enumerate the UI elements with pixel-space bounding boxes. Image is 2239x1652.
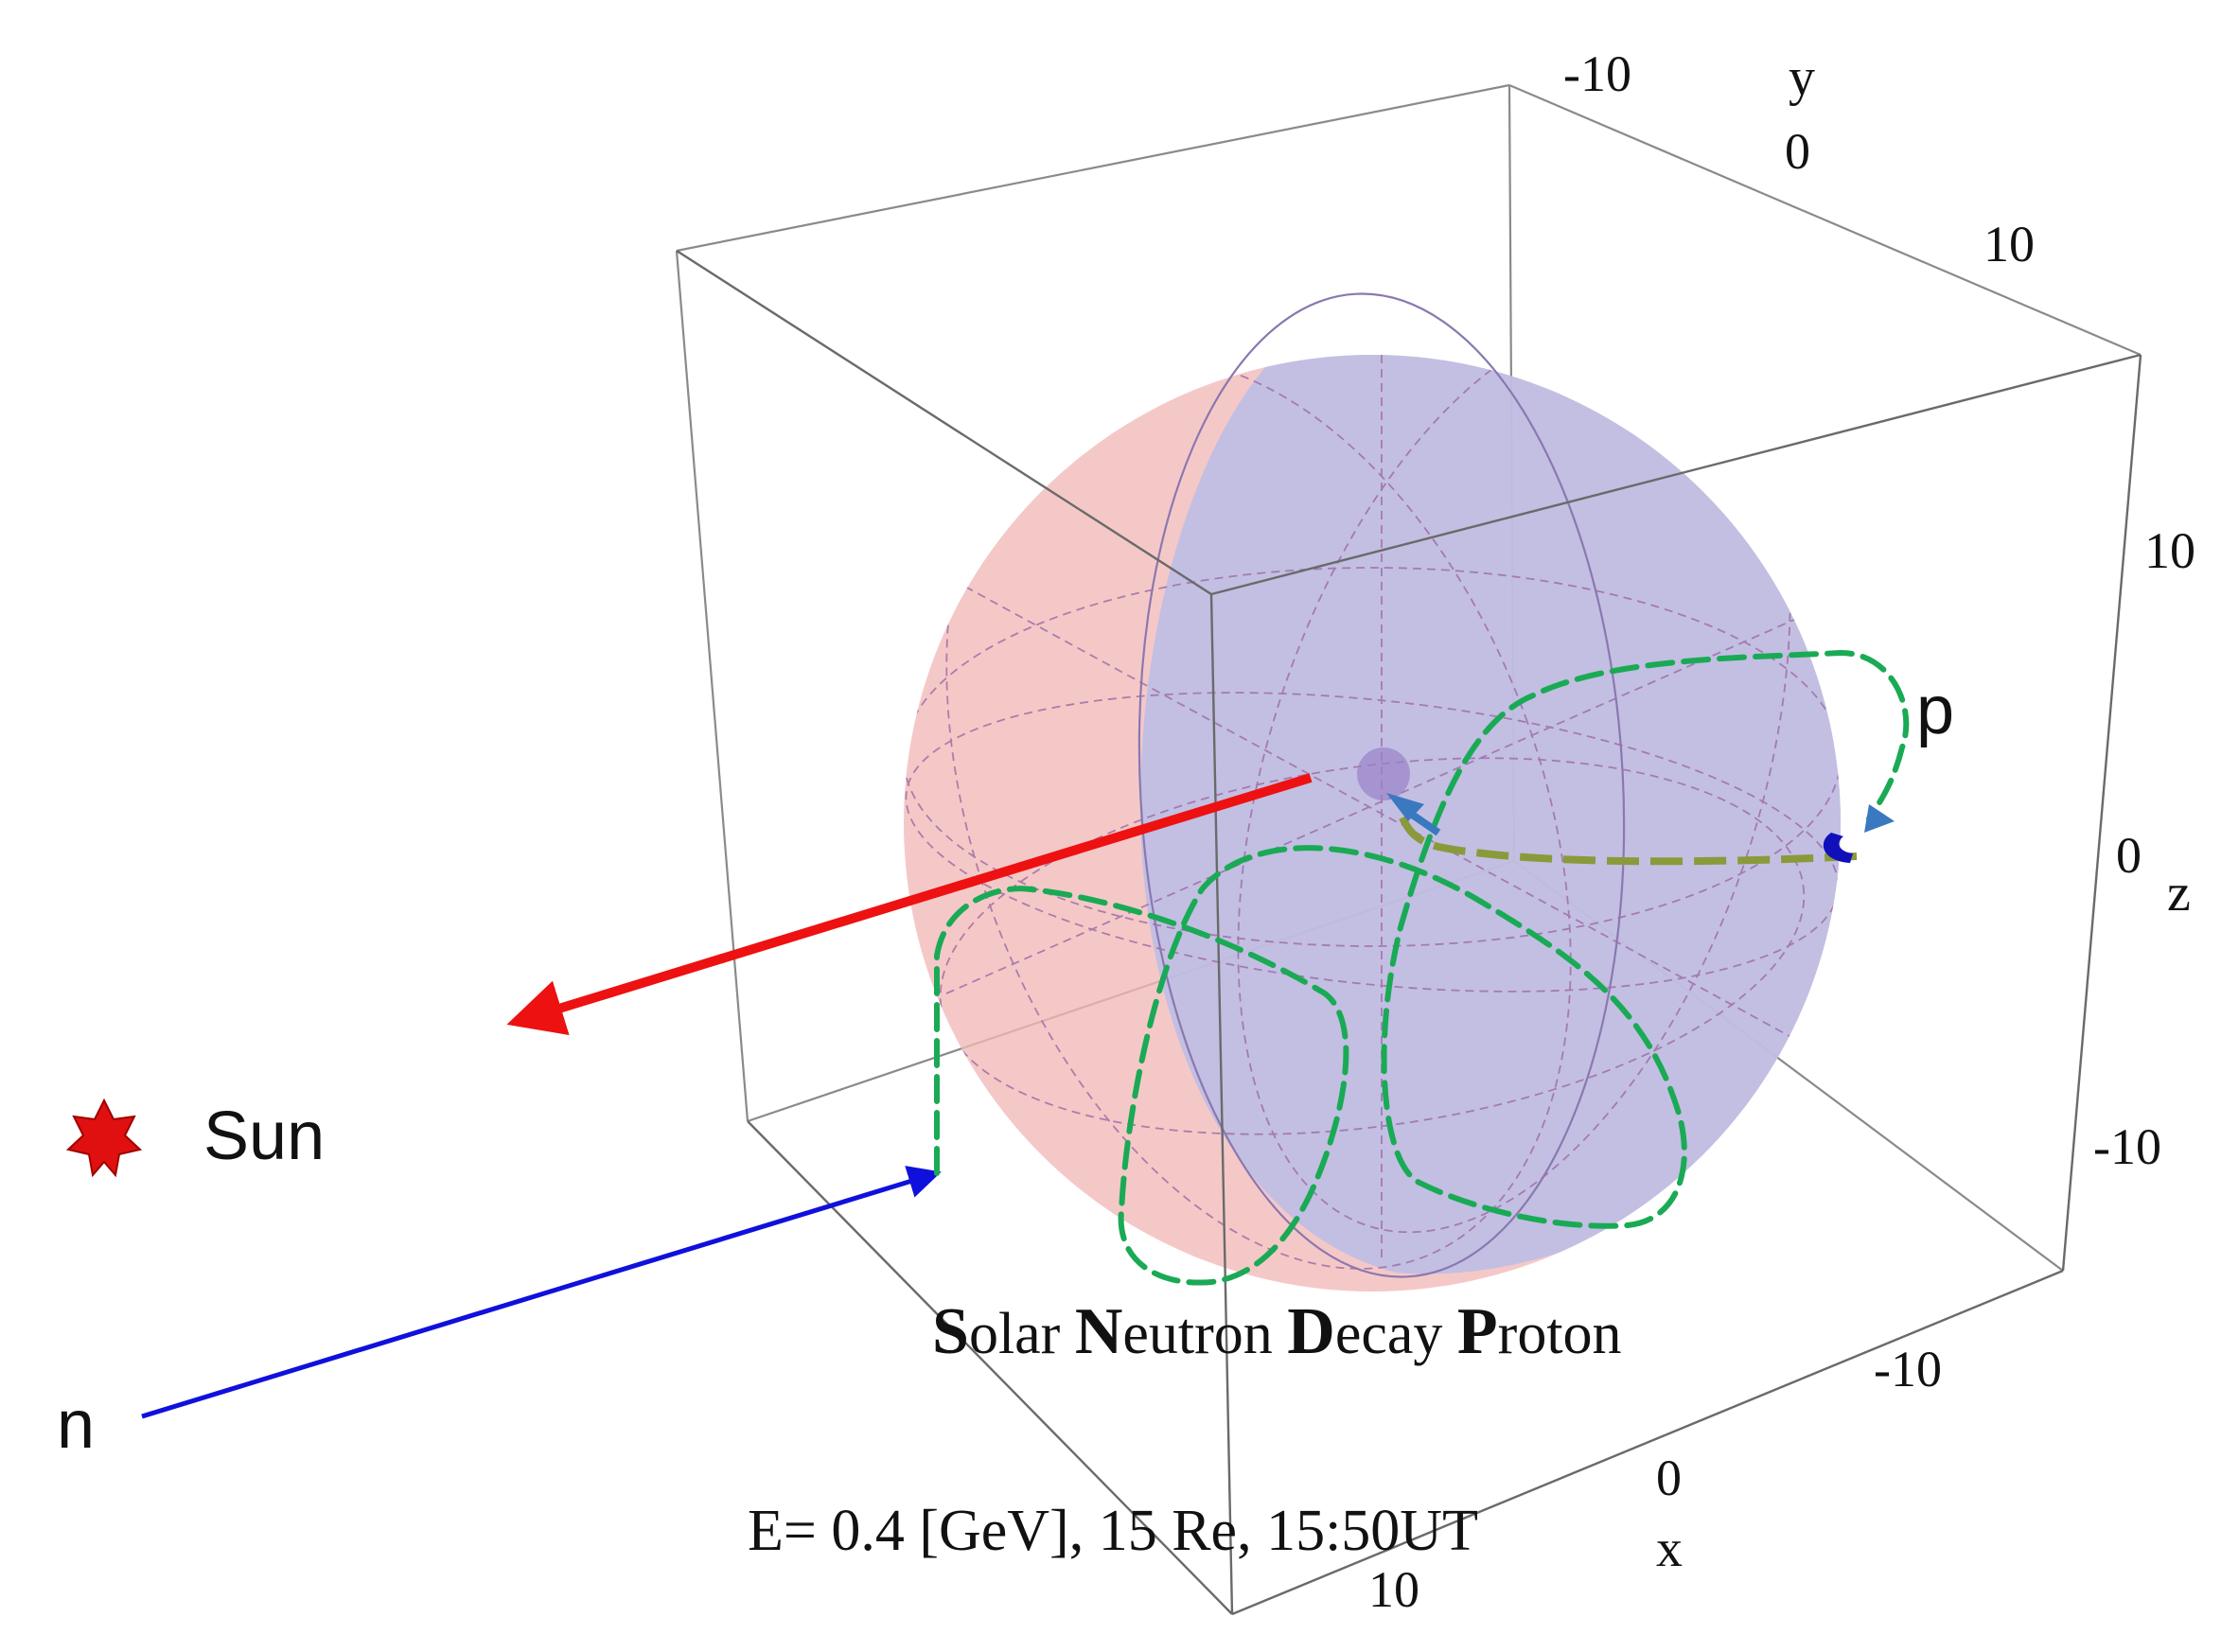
caption-initial-d: D <box>1287 1295 1335 1368</box>
caption-rest-n: eutron <box>1122 1302 1287 1366</box>
decay-track <box>1397 812 1858 866</box>
x-axis-label: x <box>1656 1520 1683 1578</box>
x-tick-10: 10 <box>1368 1561 1419 1618</box>
y-axis-label: y <box>1789 48 1815 107</box>
proton-label: p <box>1916 673 1954 748</box>
small-arrow-p <box>1864 804 1895 833</box>
z-tick-neg10: -10 <box>2093 1118 2161 1175</box>
caption-initial-s: S <box>932 1295 969 1368</box>
x-tick-0: 0 <box>1656 1450 1682 1506</box>
z-tick-0: 0 <box>2116 827 2142 884</box>
z-tick-10: 10 <box>2144 522 2195 579</box>
y-tick-10: 10 <box>1983 216 2035 272</box>
caption-initial-n: N <box>1075 1295 1123 1368</box>
x-tick-neg10: -10 <box>1874 1341 1942 1397</box>
caption-rest-d: ecay <box>1335 1302 1457 1366</box>
bounding-box-front <box>676 249 2142 1616</box>
neutron-arrow <box>141 1166 942 1419</box>
z-axis-label: z <box>2167 864 2191 923</box>
caption-subtitle: E= 0.4 [GeV], 15 Re, 15:50UT <box>748 1499 1478 1563</box>
sun-icon <box>65 1098 143 1178</box>
proton-trajectory <box>934 649 1910 1286</box>
y-tick-0: 0 <box>1785 123 1810 180</box>
sun-label: Sun <box>203 1098 325 1174</box>
y-tick-neg10: -10 <box>1563 45 1631 102</box>
caption-rest-s: olar <box>969 1302 1075 1366</box>
small-arrow-earth-shaft <box>1405 808 1441 836</box>
caption-rest-p: roton <box>1498 1302 1622 1366</box>
proton-origin-marker <box>1823 833 1853 863</box>
earth-sphere <box>904 292 1841 1292</box>
caption-title: Solar Neutron Decay Proton <box>932 1295 1622 1368</box>
neutron-label: n <box>57 1387 95 1463</box>
caption-initial-p: P <box>1457 1295 1498 1368</box>
sun-direction-arrow <box>506 773 1313 1035</box>
